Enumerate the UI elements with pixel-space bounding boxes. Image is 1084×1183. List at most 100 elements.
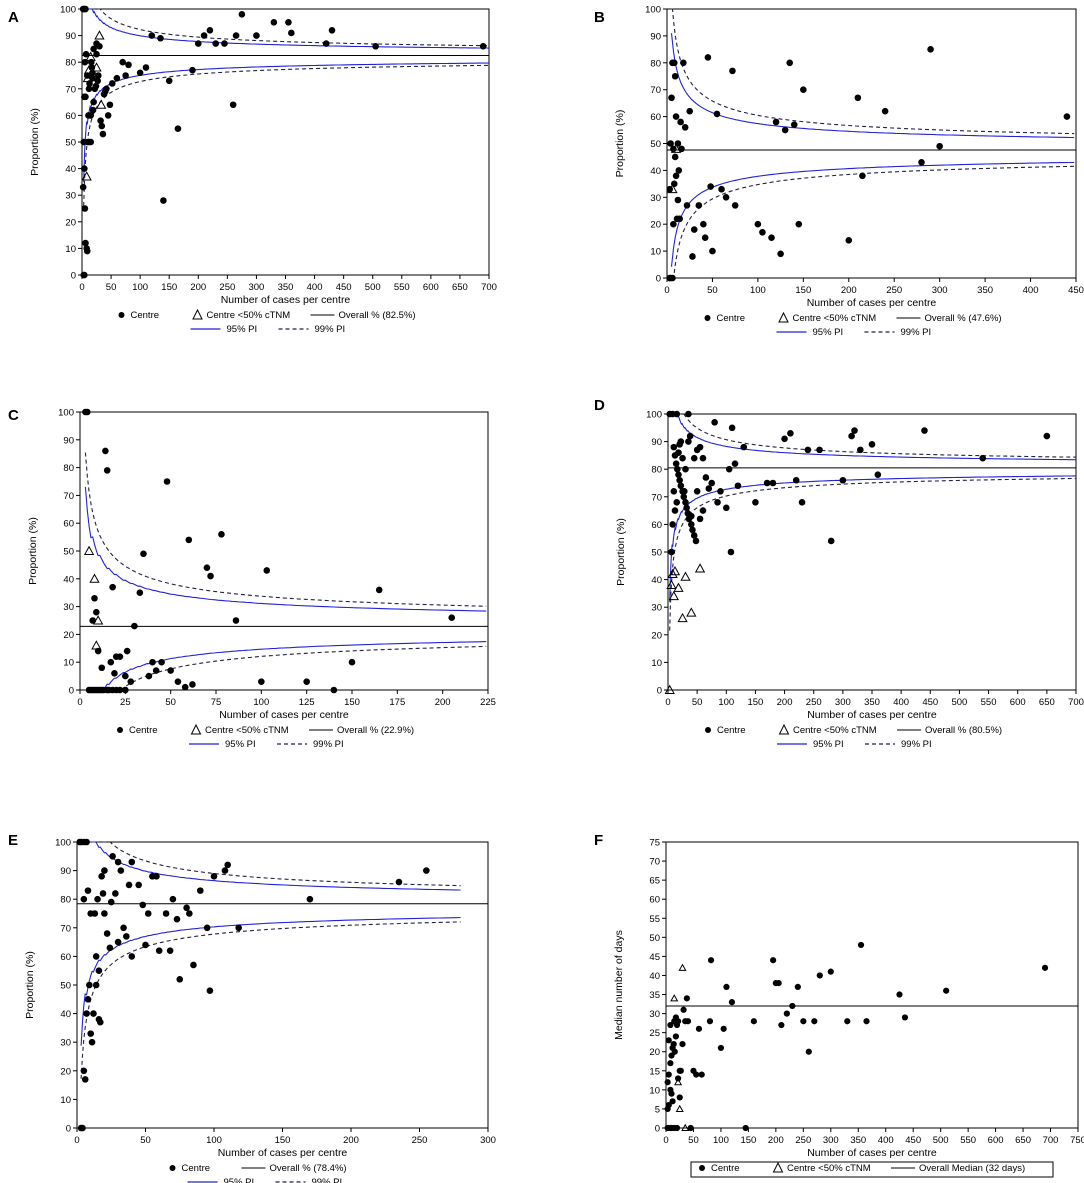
x-tick-label: 150 bbox=[344, 697, 360, 708]
x-tick-label: 400 bbox=[878, 1135, 894, 1146]
centre-point bbox=[682, 499, 689, 506]
centre-point bbox=[479, 42, 487, 50]
x-tick-label: 500 bbox=[933, 1135, 949, 1146]
y-tick-label: 80 bbox=[63, 463, 74, 474]
centre-point bbox=[128, 953, 136, 960]
centre-point bbox=[181, 683, 189, 691]
centre-point bbox=[136, 69, 144, 77]
centre-point bbox=[167, 667, 174, 674]
panel-e: E 0 50 100 150 200 250 300 0 10 20 30 40 50 60 70 80 90 10… bbox=[8, 832, 496, 1183]
centre-point bbox=[98, 664, 106, 672]
centre-point bbox=[943, 987, 950, 994]
legend-label: Overall Median (32 days) bbox=[919, 1163, 1025, 1174]
y-tick-label: 50 bbox=[65, 138, 76, 149]
centre-point bbox=[82, 50, 90, 58]
legend-dot-icon bbox=[169, 1165, 176, 1171]
centre-point bbox=[91, 594, 98, 602]
x-tick-label: 50 bbox=[707, 285, 718, 296]
pi95-lower-line bbox=[669, 475, 1076, 603]
y-axis-label: Proportion (%) bbox=[24, 951, 36, 1019]
centre-point bbox=[689, 526, 696, 534]
panel-label: E bbox=[8, 832, 18, 849]
legend-label: Overall % (80.5%) bbox=[925, 725, 1002, 736]
centre-point bbox=[107, 658, 115, 666]
centre-point bbox=[731, 202, 739, 209]
centre-point bbox=[676, 215, 684, 223]
centre-point bbox=[752, 499, 759, 506]
centre-point bbox=[673, 410, 681, 418]
centre-point bbox=[86, 981, 93, 989]
centre-low-point bbox=[96, 99, 107, 109]
y-tick-label: 90 bbox=[65, 31, 76, 42]
centre-point bbox=[772, 118, 780, 126]
centre-point bbox=[82, 239, 89, 247]
centre-point bbox=[103, 467, 111, 474]
y-tick-label: 50 bbox=[651, 548, 662, 559]
centre-point bbox=[671, 72, 679, 80]
centre-low-point bbox=[85, 51, 96, 61]
x-tick-label: 350 bbox=[278, 282, 294, 293]
x-tick-label: 200 bbox=[343, 1135, 359, 1146]
x-tick-label: 300 bbox=[823, 1135, 839, 1146]
centre-point bbox=[690, 532, 698, 539]
centre-point bbox=[117, 867, 125, 874]
centre-point bbox=[155, 947, 163, 954]
legend-label: Centre bbox=[711, 1163, 740, 1174]
centre-point bbox=[693, 446, 701, 454]
centre-point bbox=[135, 881, 142, 889]
centre-point bbox=[153, 873, 160, 880]
centre-point bbox=[82, 5, 89, 13]
x-tick-label: 400 bbox=[307, 282, 323, 293]
y-tick-label: 60 bbox=[649, 895, 660, 906]
centre-low-point bbox=[677, 612, 688, 623]
centre-point bbox=[742, 1124, 749, 1132]
x-tick-label: 550 bbox=[394, 282, 410, 293]
centre-point bbox=[224, 861, 231, 869]
centre-point bbox=[116, 686, 124, 694]
centre-point bbox=[87, 138, 95, 146]
centre-point bbox=[84, 996, 92, 1003]
centre-point bbox=[693, 487, 701, 495]
centre-point bbox=[149, 658, 156, 666]
centre-point bbox=[152, 667, 160, 674]
centre-point bbox=[683, 995, 690, 1002]
centre-point bbox=[87, 1030, 94, 1037]
centre-point bbox=[675, 471, 682, 479]
centre-point bbox=[857, 446, 864, 454]
x-tick-label: 100 bbox=[750, 285, 766, 296]
centre-point bbox=[827, 537, 835, 545]
plot-frame bbox=[666, 8, 1077, 279]
centre-point bbox=[676, 476, 683, 484]
centre-point bbox=[122, 72, 129, 79]
centre-point bbox=[672, 1014, 679, 1021]
x-tick-label: 350 bbox=[850, 1135, 866, 1146]
centre-point bbox=[677, 438, 685, 445]
centre-point bbox=[734, 482, 742, 490]
centre-point bbox=[827, 968, 834, 975]
y-tick-label: 10 bbox=[651, 658, 662, 669]
y-tick-label: 80 bbox=[65, 58, 76, 69]
legend-label: 99% PI bbox=[313, 739, 344, 750]
centre-point bbox=[94, 77, 101, 85]
centre-point bbox=[859, 172, 866, 180]
y-tick-label: 80 bbox=[60, 895, 71, 906]
legend: Centre Centre <50% cTNM Overall % (47.6%) 9… bbox=[704, 311, 1002, 338]
centre-point bbox=[140, 550, 147, 558]
centre-point bbox=[671, 1048, 678, 1055]
centre-low-point bbox=[83, 64, 95, 75]
legend: Centre Centre <50% cTNM Overall % (22.9%) 9… bbox=[117, 723, 414, 750]
x-tick-label: 50 bbox=[688, 1135, 699, 1146]
x-tick-label: 100 bbox=[132, 282, 148, 293]
y-tick-label: 30 bbox=[65, 191, 76, 202]
x-tick-label: 0 bbox=[665, 697, 670, 708]
centre-low-point bbox=[94, 30, 105, 40]
centre-point bbox=[322, 40, 330, 47]
x-axis-label: Number of cases per centre bbox=[218, 1147, 348, 1159]
centre-point bbox=[83, 408, 91, 416]
legend-label: 95% PI bbox=[224, 1177, 255, 1183]
centre-point bbox=[695, 202, 703, 209]
centre-point bbox=[731, 460, 739, 467]
centre-point bbox=[781, 435, 788, 443]
y-tick-label: 70 bbox=[65, 84, 76, 95]
centre-point bbox=[87, 910, 94, 917]
